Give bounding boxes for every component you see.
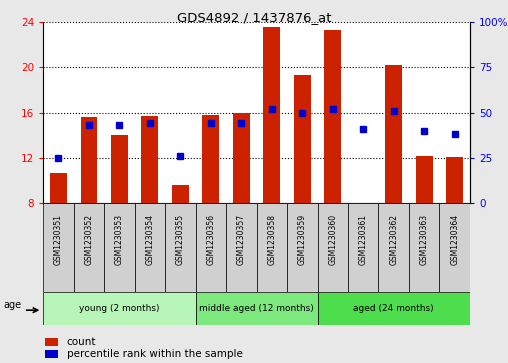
Text: GSM1230351: GSM1230351 — [54, 214, 63, 265]
Bar — [74, 203, 104, 292]
Bar — [172, 185, 189, 203]
Bar — [318, 203, 348, 292]
Bar — [324, 30, 341, 203]
Bar — [141, 116, 158, 203]
Bar — [294, 75, 310, 203]
Bar — [45, 350, 58, 358]
Text: GSM1230364: GSM1230364 — [450, 214, 459, 265]
Text: GSM1230357: GSM1230357 — [237, 214, 246, 265]
Text: middle aged (12 months): middle aged (12 months) — [199, 304, 314, 313]
Bar — [233, 113, 249, 203]
Bar — [80, 117, 98, 203]
Bar — [263, 28, 280, 203]
Bar — [196, 292, 318, 325]
Text: GSM1230356: GSM1230356 — [206, 214, 215, 265]
Bar — [318, 292, 470, 325]
Bar — [50, 173, 67, 203]
Bar — [111, 135, 128, 203]
Bar — [378, 203, 409, 292]
Bar — [43, 203, 74, 292]
Text: young (2 months): young (2 months) — [79, 304, 160, 313]
Text: percentile rank within the sample: percentile rank within the sample — [67, 349, 242, 359]
Text: GSM1230354: GSM1230354 — [145, 214, 154, 265]
Text: GSM1230358: GSM1230358 — [267, 214, 276, 265]
Bar — [196, 203, 226, 292]
Bar — [43, 292, 196, 325]
Text: GSM1230353: GSM1230353 — [115, 214, 124, 265]
Text: GSM1230355: GSM1230355 — [176, 214, 185, 265]
Text: GSM1230363: GSM1230363 — [420, 214, 429, 265]
Text: GSM1230361: GSM1230361 — [359, 214, 368, 265]
Bar — [287, 203, 318, 292]
Text: age: age — [4, 299, 21, 310]
Bar — [202, 115, 219, 203]
Bar — [348, 203, 378, 292]
Bar — [416, 156, 433, 203]
Text: GSM1230360: GSM1230360 — [328, 214, 337, 265]
Text: GSM1230362: GSM1230362 — [389, 214, 398, 265]
Bar — [447, 157, 463, 203]
Text: aged (24 months): aged (24 months) — [354, 304, 434, 313]
Bar — [45, 338, 58, 346]
Text: GDS4892 / 1437876_at: GDS4892 / 1437876_at — [177, 11, 331, 24]
Bar — [439, 203, 470, 292]
Text: GSM1230359: GSM1230359 — [298, 214, 307, 265]
Bar — [104, 203, 135, 292]
Bar — [385, 65, 402, 203]
Text: count: count — [67, 337, 96, 347]
Bar — [135, 203, 165, 292]
Bar — [165, 203, 196, 292]
Bar — [409, 203, 439, 292]
Bar — [257, 203, 287, 292]
Text: GSM1230352: GSM1230352 — [84, 214, 93, 265]
Bar — [226, 203, 257, 292]
